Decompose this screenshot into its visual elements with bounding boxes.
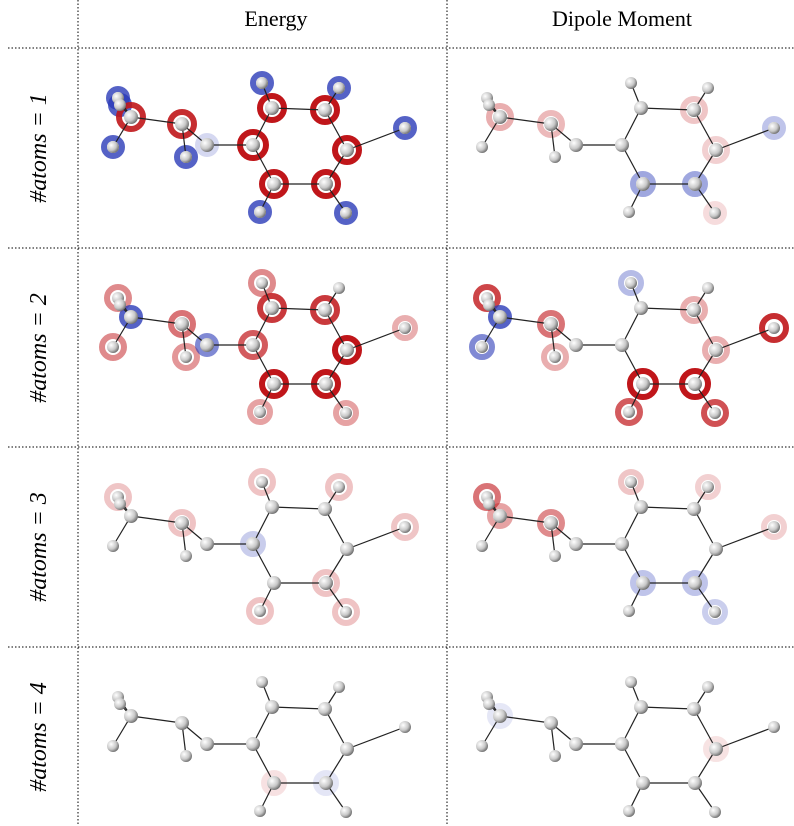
molecule-cell — [107, 471, 416, 623]
row-label: #atoms = 4 — [26, 682, 52, 792]
row-label: #atoms = 1 — [26, 93, 52, 203]
molecule-cell — [104, 74, 414, 222]
molecule-cell — [107, 676, 411, 818]
molecule-cell — [102, 272, 415, 423]
row-label: #atoms = 3 — [26, 492, 52, 602]
molecule-cell — [476, 77, 783, 222]
figure: Energy Dipole Moment #atoms = 1 #atoms =… — [0, 0, 794, 826]
column-header: Energy — [244, 6, 307, 31]
molecule-cell — [472, 273, 786, 424]
molecule-cell — [476, 676, 780, 818]
row-label: #atoms = 2 — [26, 293, 52, 403]
column-header: Dipole Moment — [552, 6, 692, 31]
molecule-cell — [476, 472, 784, 622]
